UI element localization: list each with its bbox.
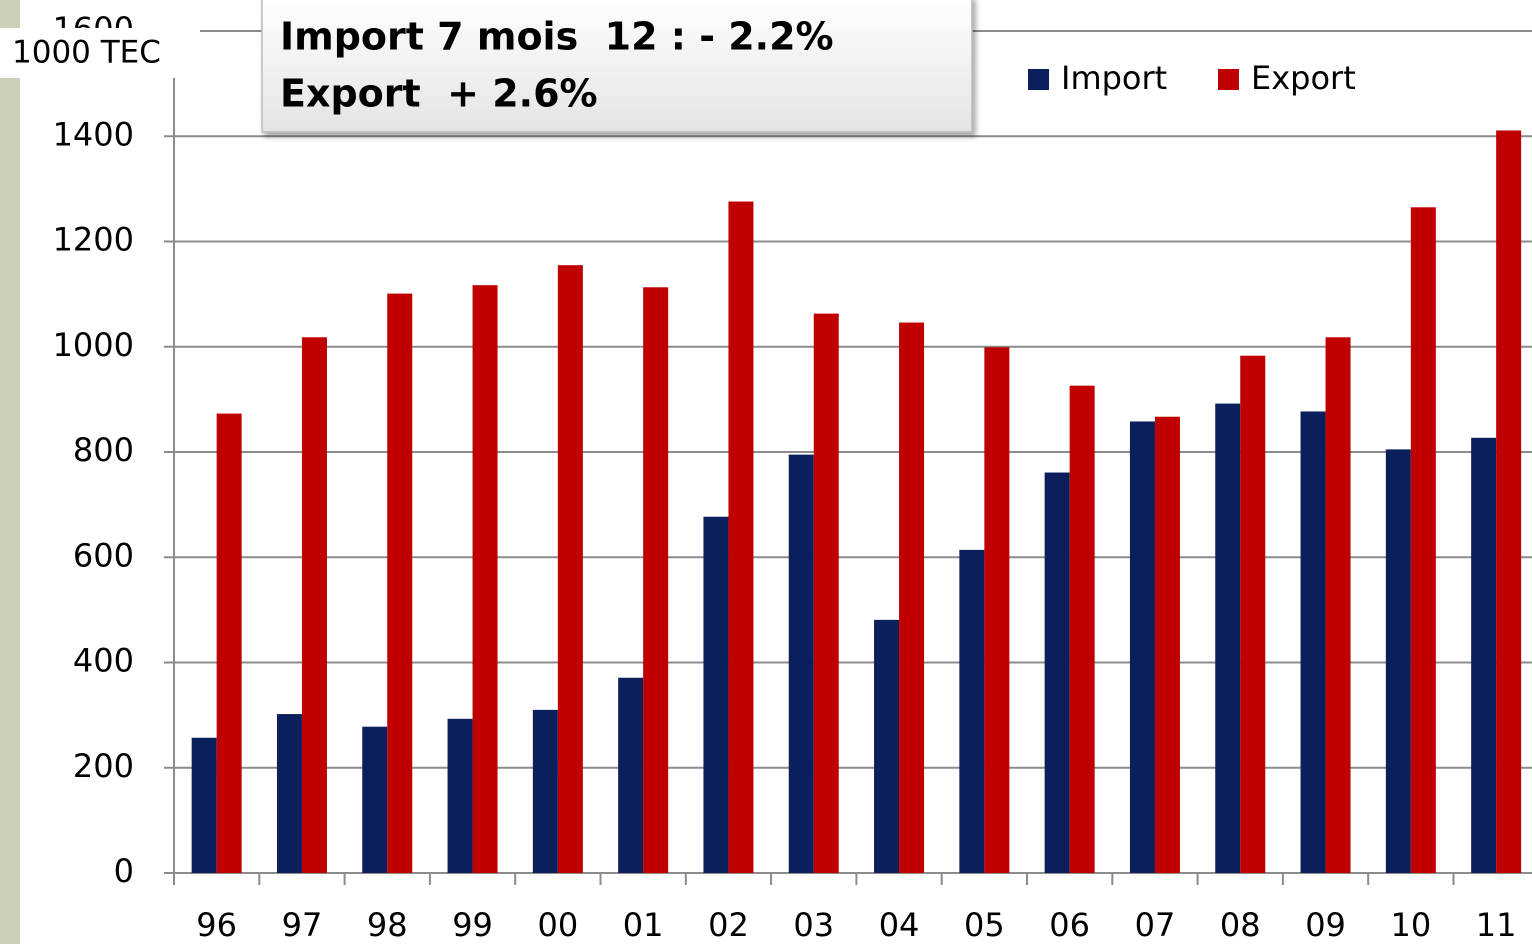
bar xyxy=(874,619,900,873)
bar xyxy=(643,287,669,873)
x-tick-label: 03 xyxy=(793,906,834,944)
bar xyxy=(1044,472,1070,873)
legend-label: Export xyxy=(1251,59,1356,97)
x-tick-label: 02 xyxy=(708,906,749,944)
bar xyxy=(1069,385,1095,873)
x-tick-label: 98 xyxy=(367,906,408,944)
bar xyxy=(1215,403,1241,873)
bar xyxy=(1471,437,1497,873)
bar xyxy=(959,549,985,873)
unit-label: 1000 TEC xyxy=(12,35,161,71)
annotation: Import 7 mois 12 : - 2.2% xyxy=(280,15,834,59)
legend-swatch xyxy=(1028,69,1049,90)
annotation-box xyxy=(261,0,973,133)
y-tick-label: 0 xyxy=(114,852,134,890)
x-tick-label: 04 xyxy=(879,906,920,944)
bar xyxy=(703,516,729,873)
unit-label-box xyxy=(0,28,200,78)
bar xyxy=(1496,130,1522,873)
y-tick-label: 1000 xyxy=(53,326,134,364)
y-tick-label: 1200 xyxy=(53,221,134,259)
bar xyxy=(301,337,327,874)
bar xyxy=(728,201,754,873)
bar xyxy=(362,726,388,873)
bar xyxy=(618,677,644,873)
plot: 0200400600800100012001400160096979899000… xyxy=(53,10,1532,944)
bar xyxy=(1385,449,1411,873)
bar xyxy=(557,265,583,873)
y-tick-label: 600 xyxy=(73,536,134,574)
bar xyxy=(387,293,413,873)
bar xyxy=(447,718,473,873)
x-tick-label: 96 xyxy=(196,906,237,944)
x-tick-label: 99 xyxy=(452,906,493,944)
x-tick-label: 07 xyxy=(1135,906,1176,944)
x-tick-label: 97 xyxy=(282,906,323,944)
bar xyxy=(813,313,839,873)
annotation: Export + 2.6% xyxy=(280,72,598,116)
bar xyxy=(1325,337,1351,874)
x-tick-label: 05 xyxy=(964,906,1005,944)
legend-swatch xyxy=(1218,69,1239,90)
x-tick-label: 01 xyxy=(623,906,664,944)
y-tick-label: 200 xyxy=(73,747,134,785)
x-tick-label: 06 xyxy=(1049,906,1090,944)
bar xyxy=(1300,411,1326,873)
x-tick-label: 11 xyxy=(1476,906,1517,944)
legend-label: Import xyxy=(1061,59,1167,97)
x-tick-label: 00 xyxy=(537,906,578,944)
bar xyxy=(788,454,814,873)
x-tick-label: 09 xyxy=(1305,906,1346,944)
bar xyxy=(1154,416,1180,873)
bar xyxy=(1410,207,1436,873)
x-tick-label: 08 xyxy=(1220,906,1261,944)
bar xyxy=(899,322,925,874)
bar xyxy=(984,347,1010,873)
y-tick-label: 800 xyxy=(73,431,134,469)
bar xyxy=(276,714,302,873)
bar xyxy=(216,413,242,873)
bar xyxy=(532,709,558,873)
side-strip xyxy=(0,0,20,944)
bar xyxy=(472,285,498,874)
y-tick-label: 1400 xyxy=(53,115,134,153)
bar xyxy=(1129,421,1155,873)
x-tick-label: 10 xyxy=(1390,906,1431,944)
y-tick-label: 400 xyxy=(73,642,134,680)
bar xyxy=(1240,355,1266,873)
bar xyxy=(191,737,217,873)
